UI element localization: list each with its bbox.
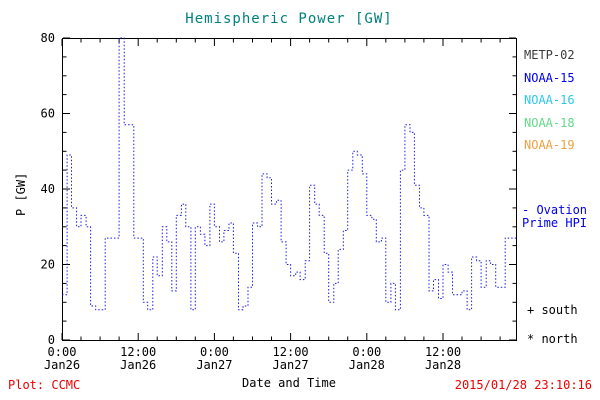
north-marker-label: * north bbox=[527, 332, 578, 346]
x-tick-time-label: 12:00 bbox=[120, 345, 156, 359]
y-tick-label: 0 bbox=[48, 333, 55, 347]
x-tick-time-label: 0:00 bbox=[48, 345, 77, 359]
ovation-prime-hpi-annotation: - Ovation Prime HPI bbox=[522, 204, 587, 230]
chart-title: Hemispheric Power [GW] bbox=[185, 11, 393, 27]
x-tick-date-label: Jan26 bbox=[44, 358, 80, 372]
plot-credit: Plot: CCMC bbox=[8, 378, 81, 392]
x-tick-date-label: Jan27 bbox=[196, 358, 232, 372]
ovation-line-1: - Ovation bbox=[522, 203, 588, 217]
x-tick-date-label: Jan28 bbox=[349, 358, 385, 372]
legend-item-noaa-19: NOAA-19 bbox=[524, 138, 575, 152]
y-tick-label: 80 bbox=[41, 31, 55, 45]
y-tick-label: 60 bbox=[41, 107, 55, 121]
plot-frame bbox=[62, 38, 517, 341]
y-axis-label: P [GW] bbox=[14, 172, 28, 216]
x-tick-time-label: 12:00 bbox=[425, 345, 461, 359]
x-tick-date-label: Jan27 bbox=[273, 358, 309, 372]
satellite-legend: METP-02 NOAA-15 NOAA-16 NOAA-18 NOAA-19 bbox=[524, 44, 575, 157]
hpi-step-line bbox=[62, 37, 516, 311]
x-tick-time-label: 12:00 bbox=[273, 345, 309, 359]
legend-item-noaa-18: NOAA-18 bbox=[524, 115, 575, 130]
legend-item-noaa-16: NOAA-16 bbox=[524, 93, 575, 107]
y-tick-label: 40 bbox=[41, 182, 55, 196]
ovation-line-2: Prime HPI bbox=[522, 216, 588, 230]
legend-item-metp-02: METP-02 bbox=[524, 48, 575, 62]
x-tick-date-label: Jan26 bbox=[120, 358, 156, 372]
south-marker-label: + south bbox=[527, 303, 578, 317]
y-tick-label: 20 bbox=[41, 258, 55, 272]
x-tick-date-label: Jan28 bbox=[425, 358, 461, 372]
x-tick-time-label: 0:00 bbox=[352, 345, 381, 359]
legend-item-noaa-15: NOAA-15 bbox=[524, 70, 575, 85]
x-tick-time-label: 0:00 bbox=[200, 345, 229, 359]
timestamp: 2015/01/28 23:10:16 bbox=[454, 378, 592, 392]
x-axis-label: Date and Time bbox=[242, 376, 336, 390]
